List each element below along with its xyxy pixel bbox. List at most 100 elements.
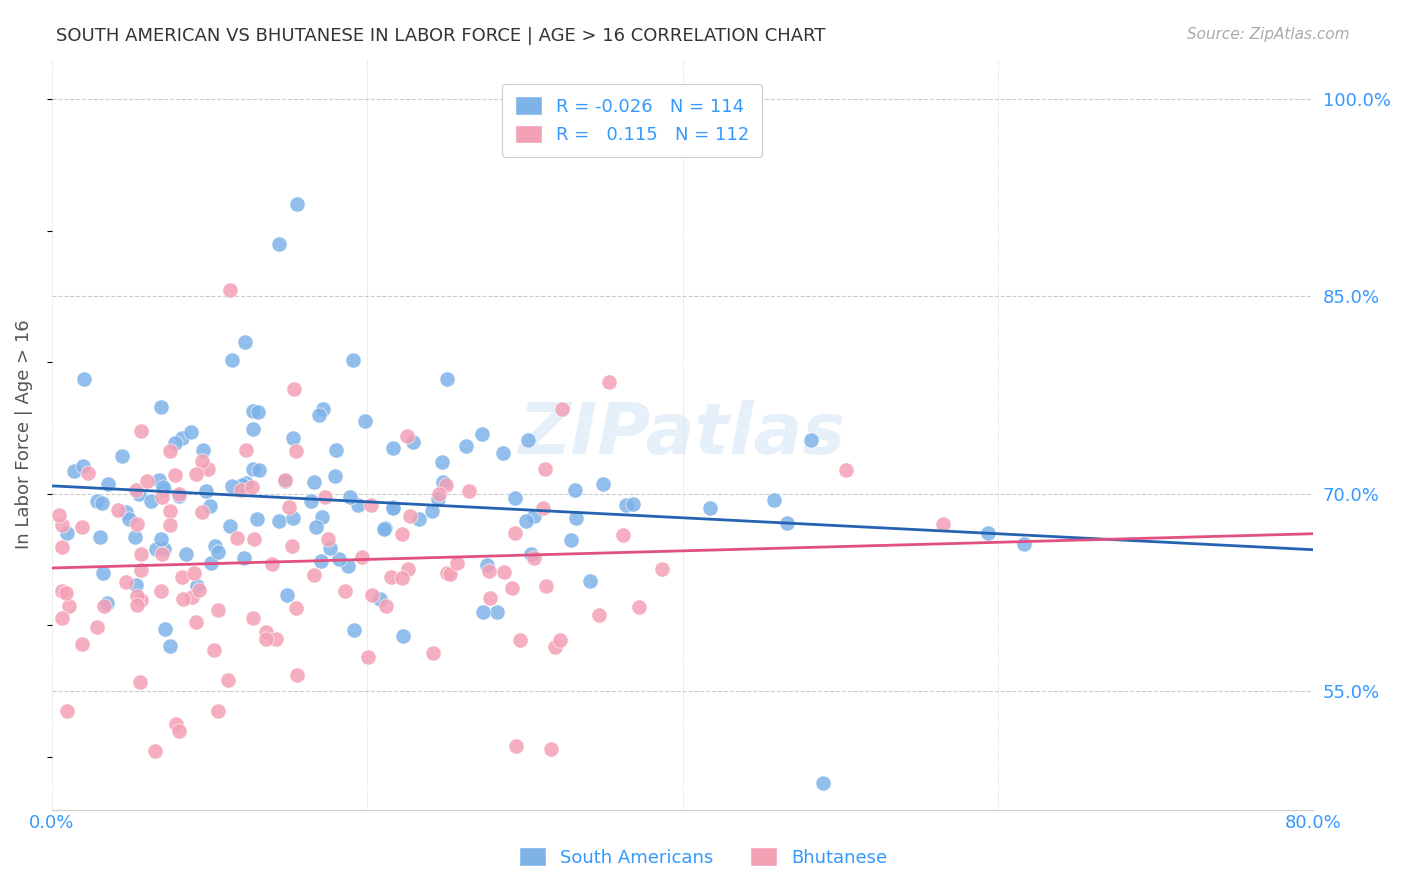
South Americans [63, 465, 86, 479]
South Americans [621, 497, 644, 511]
South Americans [285, 197, 308, 211]
Bhutanese [186, 615, 208, 629]
South Americans [312, 401, 335, 416]
South Americans [560, 533, 582, 547]
South Americans [811, 776, 834, 790]
Bhutanese [260, 557, 283, 571]
Bhutanese [374, 599, 396, 613]
Bhutanese [217, 673, 239, 687]
South Americans [274, 474, 297, 488]
South Americans [336, 558, 359, 573]
South Americans [346, 498, 368, 512]
Bhutanese [125, 598, 148, 612]
Bhutanese [191, 505, 214, 519]
Bhutanese [231, 483, 253, 497]
Bhutanese [93, 599, 115, 614]
Bhutanese [277, 500, 299, 514]
South Americans [565, 511, 588, 525]
South Americans [516, 433, 538, 447]
South Americans [354, 414, 377, 428]
South Americans [420, 504, 443, 518]
Bhutanese [125, 516, 148, 531]
South Americans [219, 519, 242, 533]
South Americans [519, 547, 541, 561]
South Americans [343, 623, 366, 637]
South Americans [323, 469, 346, 483]
South Americans [276, 588, 298, 602]
Bhutanese [396, 562, 419, 576]
South Americans [614, 499, 637, 513]
Bhutanese [357, 650, 380, 665]
Bhutanese [478, 565, 501, 579]
South Americans [96, 596, 118, 610]
Bhutanese [55, 704, 77, 718]
Bhutanese [281, 539, 304, 553]
South Americans [269, 514, 291, 528]
South Americans [149, 532, 172, 546]
Bhutanese [129, 592, 152, 607]
Bhutanese [51, 583, 73, 598]
Bhutanese [284, 601, 307, 615]
Bhutanese [129, 424, 152, 438]
South Americans [124, 530, 146, 544]
Bhutanese [219, 283, 242, 297]
Bhutanese [242, 611, 264, 625]
South Americans [90, 496, 112, 510]
Bhutanese [165, 467, 187, 482]
South Americans [381, 500, 404, 514]
South Americans [174, 547, 197, 561]
South Americans [408, 512, 430, 526]
Bhutanese [58, 599, 80, 614]
Bhutanese [149, 584, 172, 599]
Bhutanese [254, 624, 277, 639]
Bhutanese [391, 571, 413, 585]
South Americans [114, 505, 136, 519]
South Americans [167, 489, 190, 503]
South Americans [152, 480, 174, 494]
South Americans [308, 408, 330, 422]
South Americans [148, 473, 170, 487]
Bhutanese [540, 741, 562, 756]
South Americans [159, 639, 181, 653]
Bhutanese [197, 461, 219, 475]
South Americans [342, 352, 364, 367]
Bhutanese [264, 632, 287, 647]
Bhutanese [283, 382, 305, 396]
Bhutanese [503, 525, 526, 540]
Bhutanese [494, 565, 516, 579]
Bhutanese [550, 633, 572, 648]
Bhutanese [439, 566, 461, 581]
South Americans [503, 491, 526, 505]
Bhutanese [314, 490, 336, 504]
Bhutanese [598, 375, 620, 389]
South Americans [235, 475, 257, 490]
Bhutanese [457, 484, 479, 499]
Bhutanese [534, 579, 557, 593]
South Americans [302, 475, 325, 490]
Bhutanese [70, 520, 93, 534]
South Americans [125, 578, 148, 592]
Bhutanese [835, 463, 858, 477]
Bhutanese [207, 603, 229, 617]
Bhutanese [273, 474, 295, 488]
South Americans [762, 493, 785, 508]
South Americans [436, 372, 458, 386]
Bhutanese [588, 607, 610, 622]
South Americans [191, 442, 214, 457]
Bhutanese [243, 533, 266, 547]
South Americans [486, 605, 509, 619]
Legend: South Americans, Bhutanese: South Americans, Bhutanese [512, 840, 894, 874]
Bhutanese [172, 591, 194, 606]
Bhutanese [544, 640, 567, 654]
South Americans [339, 490, 361, 504]
Bhutanese [534, 462, 557, 476]
South Americans [370, 591, 392, 606]
Bhutanese [184, 467, 207, 482]
Bhutanese [129, 547, 152, 561]
South Americans [392, 628, 415, 642]
Bhutanese [427, 487, 450, 501]
South Americans [776, 516, 799, 531]
South Americans [145, 541, 167, 556]
Bhutanese [70, 637, 93, 651]
South Americans [269, 236, 291, 251]
